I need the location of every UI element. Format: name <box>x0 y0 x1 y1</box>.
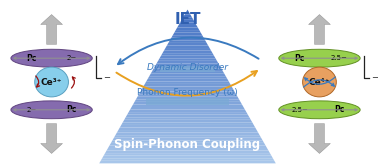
FancyArrow shape <box>308 124 330 153</box>
Text: IET: IET <box>174 12 201 27</box>
FancyArrowPatch shape <box>304 80 334 87</box>
Polygon shape <box>155 63 220 66</box>
Bar <box>160 66 215 72</box>
Polygon shape <box>163 51 212 53</box>
Text: Pc: Pc <box>26 54 37 63</box>
Polygon shape <box>176 28 199 30</box>
Polygon shape <box>140 89 235 92</box>
Polygon shape <box>152 68 223 71</box>
FancyArrowPatch shape <box>71 77 75 88</box>
Polygon shape <box>113 138 263 140</box>
Polygon shape <box>179 22 196 25</box>
Polygon shape <box>107 148 268 151</box>
Ellipse shape <box>11 49 92 67</box>
Text: 2−: 2− <box>66 55 77 61</box>
Polygon shape <box>129 110 246 112</box>
Polygon shape <box>111 140 264 143</box>
Polygon shape <box>104 153 271 156</box>
Polygon shape <box>164 48 211 51</box>
Text: Pc: Pc <box>66 105 77 114</box>
Polygon shape <box>181 17 194 20</box>
Ellipse shape <box>35 67 68 97</box>
Polygon shape <box>133 102 242 104</box>
Polygon shape <box>105 151 270 153</box>
Text: Dynamic Disorder: Dynamic Disorder <box>147 63 228 72</box>
FancyArrowPatch shape <box>36 76 40 87</box>
Polygon shape <box>121 122 254 125</box>
FancyArrow shape <box>41 124 62 153</box>
Polygon shape <box>123 120 252 122</box>
Polygon shape <box>146 79 229 81</box>
Text: 2.5−: 2.5− <box>291 107 308 113</box>
Polygon shape <box>108 145 267 148</box>
Ellipse shape <box>279 101 360 119</box>
Text: Ce⁴⁺: Ce⁴⁺ <box>309 77 330 87</box>
Bar <box>146 98 229 105</box>
Polygon shape <box>145 81 230 84</box>
Polygon shape <box>168 40 207 43</box>
FancyArrowPatch shape <box>118 38 259 64</box>
Polygon shape <box>142 87 233 89</box>
Polygon shape <box>183 15 192 17</box>
Text: 2.5−: 2.5− <box>331 55 348 61</box>
Text: 2−: 2− <box>26 107 37 113</box>
Polygon shape <box>186 10 189 12</box>
Polygon shape <box>180 20 195 22</box>
Text: −: − <box>371 73 378 82</box>
Polygon shape <box>151 71 224 74</box>
Polygon shape <box>118 127 257 130</box>
FancyArrow shape <box>308 15 330 44</box>
Polygon shape <box>177 25 198 28</box>
Polygon shape <box>158 58 217 61</box>
Polygon shape <box>173 33 202 35</box>
Polygon shape <box>127 112 248 115</box>
Polygon shape <box>138 94 237 97</box>
Polygon shape <box>148 76 227 79</box>
Text: Ce³⁺: Ce³⁺ <box>41 77 62 87</box>
Polygon shape <box>132 104 243 107</box>
Polygon shape <box>101 158 274 161</box>
Polygon shape <box>149 74 226 76</box>
Polygon shape <box>136 97 239 99</box>
Polygon shape <box>102 156 273 158</box>
FancyArrow shape <box>41 15 62 44</box>
Ellipse shape <box>11 101 92 119</box>
Polygon shape <box>110 143 265 145</box>
Polygon shape <box>117 130 258 133</box>
Polygon shape <box>124 117 251 120</box>
Ellipse shape <box>279 49 360 67</box>
Polygon shape <box>115 133 260 135</box>
Polygon shape <box>184 12 191 15</box>
Ellipse shape <box>303 67 336 97</box>
Polygon shape <box>170 38 205 40</box>
Polygon shape <box>99 161 276 163</box>
Polygon shape <box>126 115 249 117</box>
FancyArrowPatch shape <box>305 77 335 84</box>
Polygon shape <box>160 56 215 58</box>
Polygon shape <box>167 43 208 45</box>
FancyArrowPatch shape <box>116 71 257 96</box>
Polygon shape <box>130 107 245 110</box>
Text: −: − <box>103 73 110 82</box>
Polygon shape <box>154 66 222 68</box>
Text: Pc: Pc <box>334 105 344 114</box>
Polygon shape <box>143 84 232 87</box>
Polygon shape <box>135 99 240 102</box>
Polygon shape <box>114 135 261 138</box>
Polygon shape <box>171 35 204 38</box>
Text: Phonon Frequency (ω): Phonon Frequency (ω) <box>137 88 238 97</box>
Polygon shape <box>156 61 218 63</box>
Text: Pc: Pc <box>294 54 305 63</box>
Polygon shape <box>174 30 201 33</box>
Polygon shape <box>161 53 214 56</box>
Polygon shape <box>166 45 209 48</box>
Text: Spin-Phonon Coupling: Spin-Phonon Coupling <box>115 138 260 151</box>
Polygon shape <box>120 125 255 127</box>
Polygon shape <box>139 92 236 94</box>
